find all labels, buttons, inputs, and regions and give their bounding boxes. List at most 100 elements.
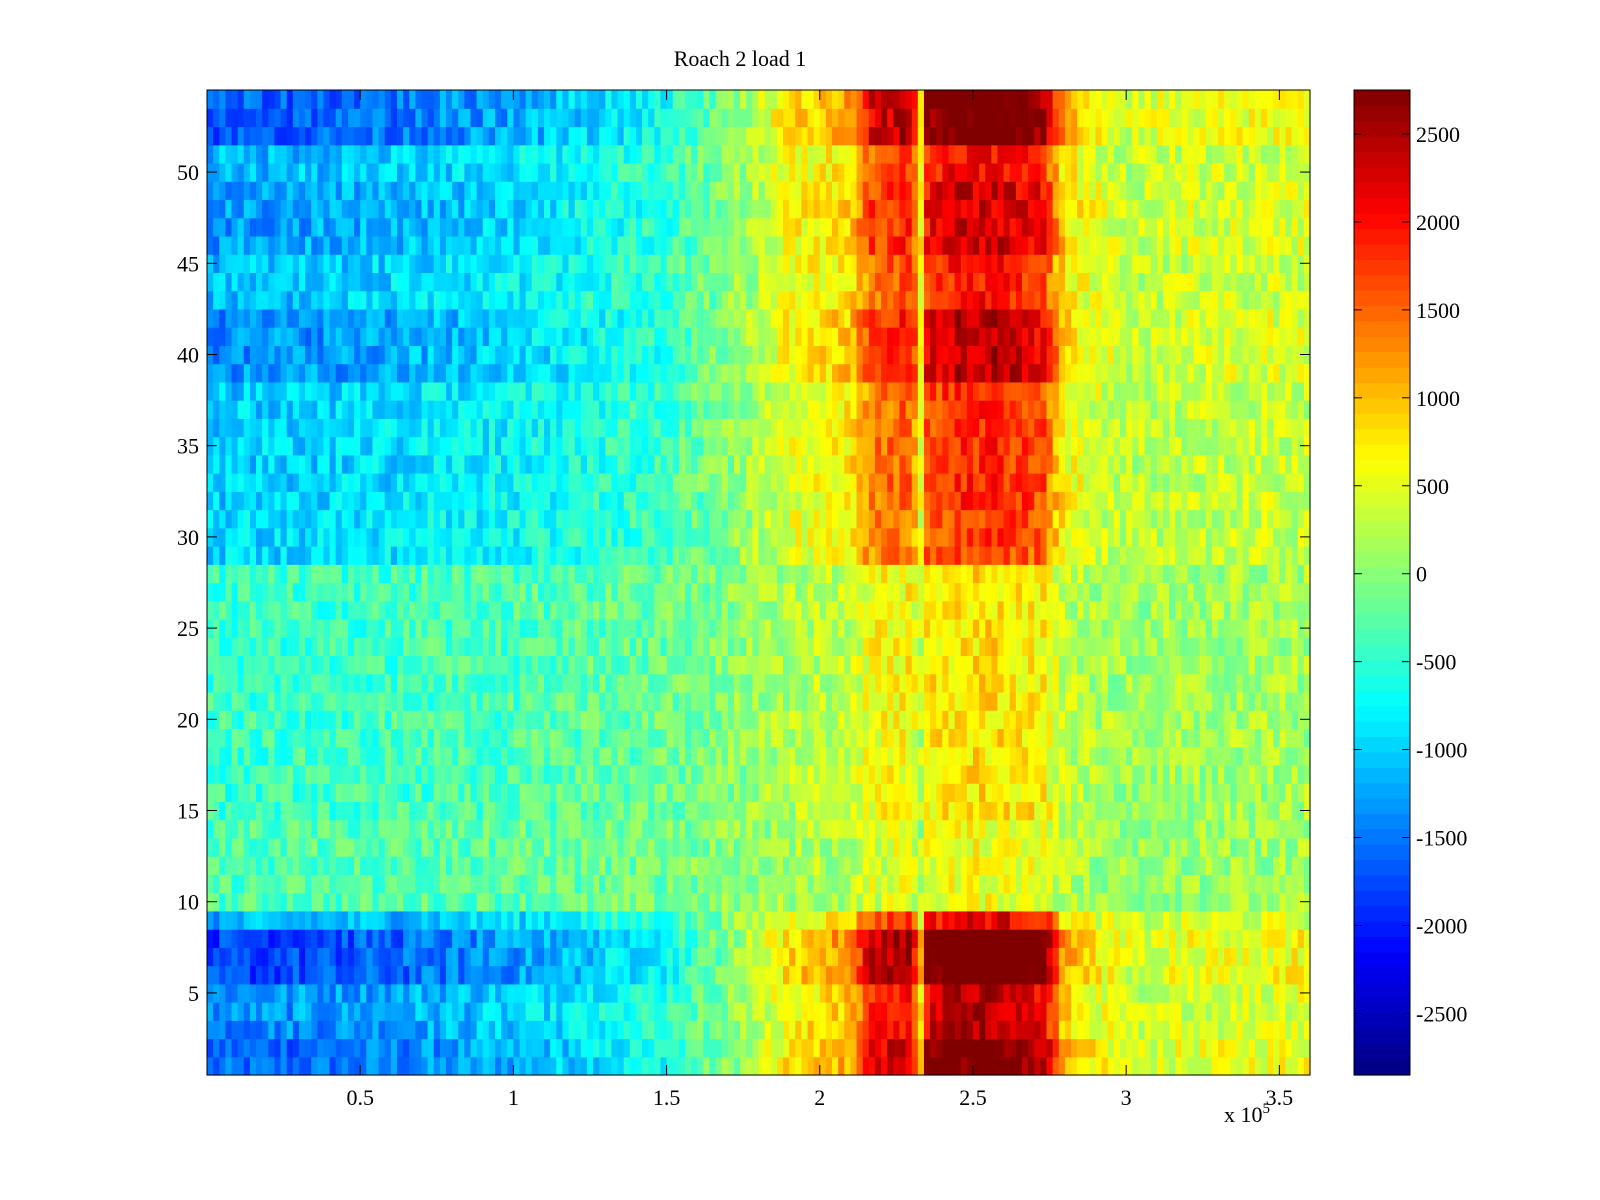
heatmap-cell (488, 691, 496, 711)
heatmap-cell (635, 856, 643, 875)
heatmap-cell (574, 582, 582, 602)
heatmap-cell (930, 655, 937, 675)
heatmap-cell (335, 837, 343, 857)
heatmap-cell (874, 801, 882, 821)
heatmap-cell (1181, 764, 1189, 784)
heatmap-cell (268, 783, 276, 802)
heatmap-cell (611, 1002, 619, 1021)
heatmap-cell (501, 582, 508, 602)
heatmap-cell (1095, 783, 1103, 802)
heatmap-cell (1064, 801, 1072, 821)
heatmap-cell (256, 564, 263, 584)
heatmap-cell (574, 564, 582, 584)
heatmap-cell (740, 600, 747, 620)
heatmap-cell (1162, 618, 1170, 638)
heatmap-cell (1230, 892, 1238, 912)
heatmap-cell (997, 673, 1005, 693)
heatmap-cell (1279, 1056, 1287, 1076)
heatmap-cell (550, 947, 557, 967)
heatmap-cell (758, 618, 766, 638)
heatmap-cell (936, 582, 943, 602)
heatmap-cell (936, 728, 943, 748)
heatmap-cell (274, 910, 282, 930)
heatmap-cell (544, 801, 551, 821)
heatmap-cell (997, 764, 1005, 784)
heatmap-cell (660, 819, 668, 839)
heatmap-cell (274, 856, 282, 875)
heatmap-cell (635, 564, 643, 584)
heatmap-cell (740, 618, 747, 638)
heatmap-cell (593, 582, 600, 602)
heatmap-cell (1273, 783, 1280, 802)
heatmap-cell (1144, 965, 1152, 985)
heatmap-cell (715, 801, 723, 821)
heatmap-cell (1267, 874, 1274, 894)
heatmap-cell (1107, 783, 1115, 802)
heatmap-cell (237, 746, 245, 766)
heatmap-cell (825, 910, 833, 930)
heatmap-cell (801, 618, 809, 638)
heatmap-cell (372, 819, 380, 839)
heatmap-cell (1187, 1056, 1195, 1076)
heatmap-cell (249, 673, 257, 693)
heatmap-cell (390, 819, 398, 839)
heatmap-cell (458, 655, 465, 675)
heatmap-cell (1040, 1056, 1048, 1076)
heatmap-cell (923, 764, 931, 784)
heatmap-cell (617, 1056, 625, 1076)
heatmap-cell (360, 983, 367, 1003)
heatmap-cell (936, 910, 943, 930)
heatmap-cell (574, 874, 582, 894)
heatmap-cell (1107, 673, 1115, 693)
heatmap-cell (666, 655, 674, 675)
heatmap-cell (911, 691, 919, 711)
heatmap-cell (433, 691, 441, 711)
heatmap-cell (764, 837, 772, 857)
heatmap-cell (1144, 892, 1152, 912)
heatmap-cell (684, 1020, 692, 1040)
heatmap-cell (286, 1002, 294, 1021)
heatmap-cell (930, 1020, 937, 1040)
heatmap-cell (305, 600, 312, 620)
heatmap-cell (752, 819, 760, 839)
heatmap-cell (1297, 965, 1305, 985)
heatmap-cell (372, 1038, 380, 1058)
heatmap-cell (764, 874, 772, 894)
heatmap-cell (213, 691, 220, 711)
heatmap-cell (1218, 746, 1225, 766)
heatmap-cell (703, 783, 711, 802)
heatmap-cell (390, 710, 398, 730)
heatmap-cell (1230, 837, 1238, 857)
heatmap-cell (403, 1002, 410, 1021)
heatmap-cell (1297, 582, 1305, 602)
heatmap-cell (1138, 655, 1146, 675)
heatmap-cell (727, 1038, 735, 1058)
heatmap-cell (458, 637, 465, 657)
heatmap-cell (733, 746, 741, 766)
heatmap-cell (1144, 746, 1152, 766)
heatmap-cell (562, 1038, 570, 1058)
heatmap-cell (1120, 1020, 1127, 1040)
heatmap-cell (966, 564, 974, 584)
heatmap-cell (1205, 618, 1213, 638)
heatmap-cell (813, 746, 821, 766)
heatmap-cell (1211, 618, 1219, 638)
heatmap-cell (635, 691, 643, 711)
heatmap-cell (746, 655, 753, 675)
heatmap-cell (979, 856, 986, 875)
heatmap-cell (740, 983, 747, 1003)
heatmap-cell (1273, 892, 1280, 912)
heatmap-cell (1120, 746, 1127, 766)
heatmap-cell (1113, 637, 1121, 657)
heatmap-cell (360, 582, 367, 602)
heatmap-cell (856, 1038, 864, 1058)
heatmap-cell (256, 856, 263, 875)
heatmap-cell (550, 856, 557, 875)
heatmap-cell (249, 801, 257, 821)
heatmap-cell (623, 801, 631, 821)
heatmap-cell (544, 637, 551, 657)
heatmap-cell (574, 965, 582, 985)
heatmap-cell (335, 618, 343, 638)
heatmap-cell (936, 819, 943, 839)
heatmap-cell (770, 837, 778, 857)
